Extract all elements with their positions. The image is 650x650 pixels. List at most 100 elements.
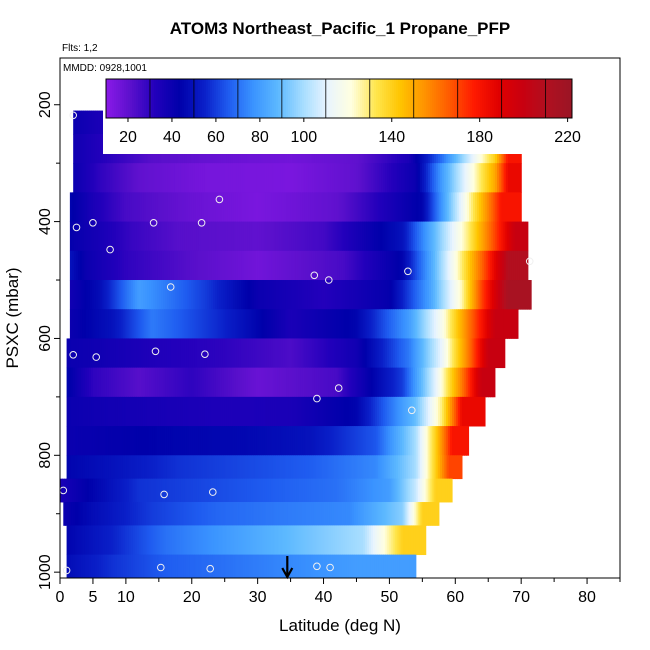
heatmap-cell [143, 192, 147, 222]
heatmap-cell [254, 455, 258, 480]
heatmap-cell [326, 309, 330, 339]
colorbar-swatch [536, 79, 539, 118]
heatmap-cell [139, 250, 143, 281]
heatmap-cell [70, 367, 74, 398]
heatmap-cell [328, 338, 332, 369]
heatmap-cell [157, 367, 160, 398]
heatmap-cell [466, 221, 470, 252]
heatmap-cell [359, 525, 362, 556]
heatmap-cell [88, 426, 92, 456]
colorbar-swatch [174, 79, 177, 118]
heatmap-cell [234, 309, 238, 339]
heatmap-cell [148, 502, 151, 526]
heatmap-cell [483, 367, 487, 398]
heatmap-cell [416, 502, 419, 526]
heatmap-cell [292, 367, 295, 398]
heatmap-cell [304, 426, 307, 456]
heatmap-cell [163, 192, 167, 222]
heatmap-cell [463, 280, 467, 310]
heatmap-cell [314, 396, 318, 427]
heatmap-cell [137, 280, 140, 310]
heatmap-cell [356, 367, 360, 398]
heatmap-cell [160, 426, 164, 456]
heatmap-cell [284, 455, 287, 480]
heatmap-cell [429, 367, 433, 398]
heatmap-cell [350, 478, 354, 503]
heatmap-cell [381, 163, 384, 193]
heatmap-cell [293, 221, 297, 252]
heatmap-cell [259, 250, 263, 281]
heatmap-cell [186, 502, 189, 526]
heatmap-cell [137, 192, 141, 222]
heatmap-cell [300, 478, 304, 503]
heatmap-cell [299, 525, 302, 556]
heatmap-cell [204, 426, 208, 456]
heatmap-cell [64, 478, 67, 503]
sample-point [160, 490, 168, 499]
heatmap-cell [347, 502, 351, 526]
heatmap-cell [146, 426, 150, 456]
heatmap-cell [278, 478, 282, 503]
heatmap-cell [78, 525, 82, 556]
heatmap-cell [143, 525, 146, 556]
heatmap-cell [470, 309, 474, 339]
heatmap-cell [476, 396, 480, 427]
heatmap-cell [320, 338, 324, 369]
heatmap-cell [404, 250, 408, 281]
heatmap-cell [316, 192, 320, 222]
heatmap-cell [110, 478, 114, 503]
colorbar-swatch [388, 79, 391, 118]
heatmap-cell [420, 250, 424, 281]
heatmap-cell [382, 502, 385, 526]
heatmap-cell [300, 192, 303, 222]
heatmap-cell [394, 250, 398, 281]
heatmap-cell [366, 221, 369, 252]
heatmap-cell [225, 221, 228, 252]
heatmap-cell [408, 192, 411, 222]
heatmap-cell [408, 250, 412, 281]
heatmap-cell [101, 221, 105, 252]
heatmap-cell [212, 502, 215, 526]
heatmap-cell [453, 250, 457, 281]
heatmap-cell [231, 221, 234, 252]
heatmap-cell [83, 133, 86, 164]
heatmap-cell [308, 338, 312, 369]
heatmap-cell [381, 396, 384, 427]
heatmap-cell [120, 426, 124, 456]
heatmap-cell [130, 338, 133, 369]
heatmap-cell [221, 367, 225, 398]
heatmap-cell [258, 309, 262, 339]
heatmap-cell [115, 396, 119, 427]
heatmap-cell [268, 502, 271, 526]
heatmap-cell [307, 525, 310, 556]
heatmap-cell [151, 478, 154, 503]
heatmap-cell [392, 309, 396, 339]
heatmap-cell [336, 163, 340, 193]
heatmap-cell [270, 554, 274, 579]
heatmap-cell [448, 396, 451, 427]
heatmap-cell [409, 426, 413, 456]
heatmap-cell [326, 367, 330, 398]
heatmap-cell [171, 250, 175, 281]
heatmap-cell [171, 478, 174, 503]
heatmap-cell [452, 192, 456, 222]
heatmap-cell [258, 478, 262, 503]
heatmap-cell [83, 163, 86, 193]
heatmap-cell [169, 478, 172, 503]
heatmap-cell [168, 338, 172, 369]
heatmap-cell [273, 192, 277, 222]
heatmap-cell [149, 525, 152, 556]
heatmap-cell [322, 309, 326, 339]
heatmap-cell [472, 250, 475, 281]
heatmap-cell [484, 250, 487, 281]
heatmap-cell [134, 309, 138, 339]
heatmap-cell [312, 478, 316, 503]
heatmap-cell [331, 525, 334, 556]
heatmap-cell [447, 478, 451, 503]
heatmap-cell [190, 478, 194, 503]
heatmap-cell [94, 554, 98, 579]
heatmap-cell [360, 338, 364, 369]
colorbar-swatch [228, 79, 231, 118]
heatmap-cell [180, 338, 184, 369]
heatmap-cell [500, 338, 504, 369]
